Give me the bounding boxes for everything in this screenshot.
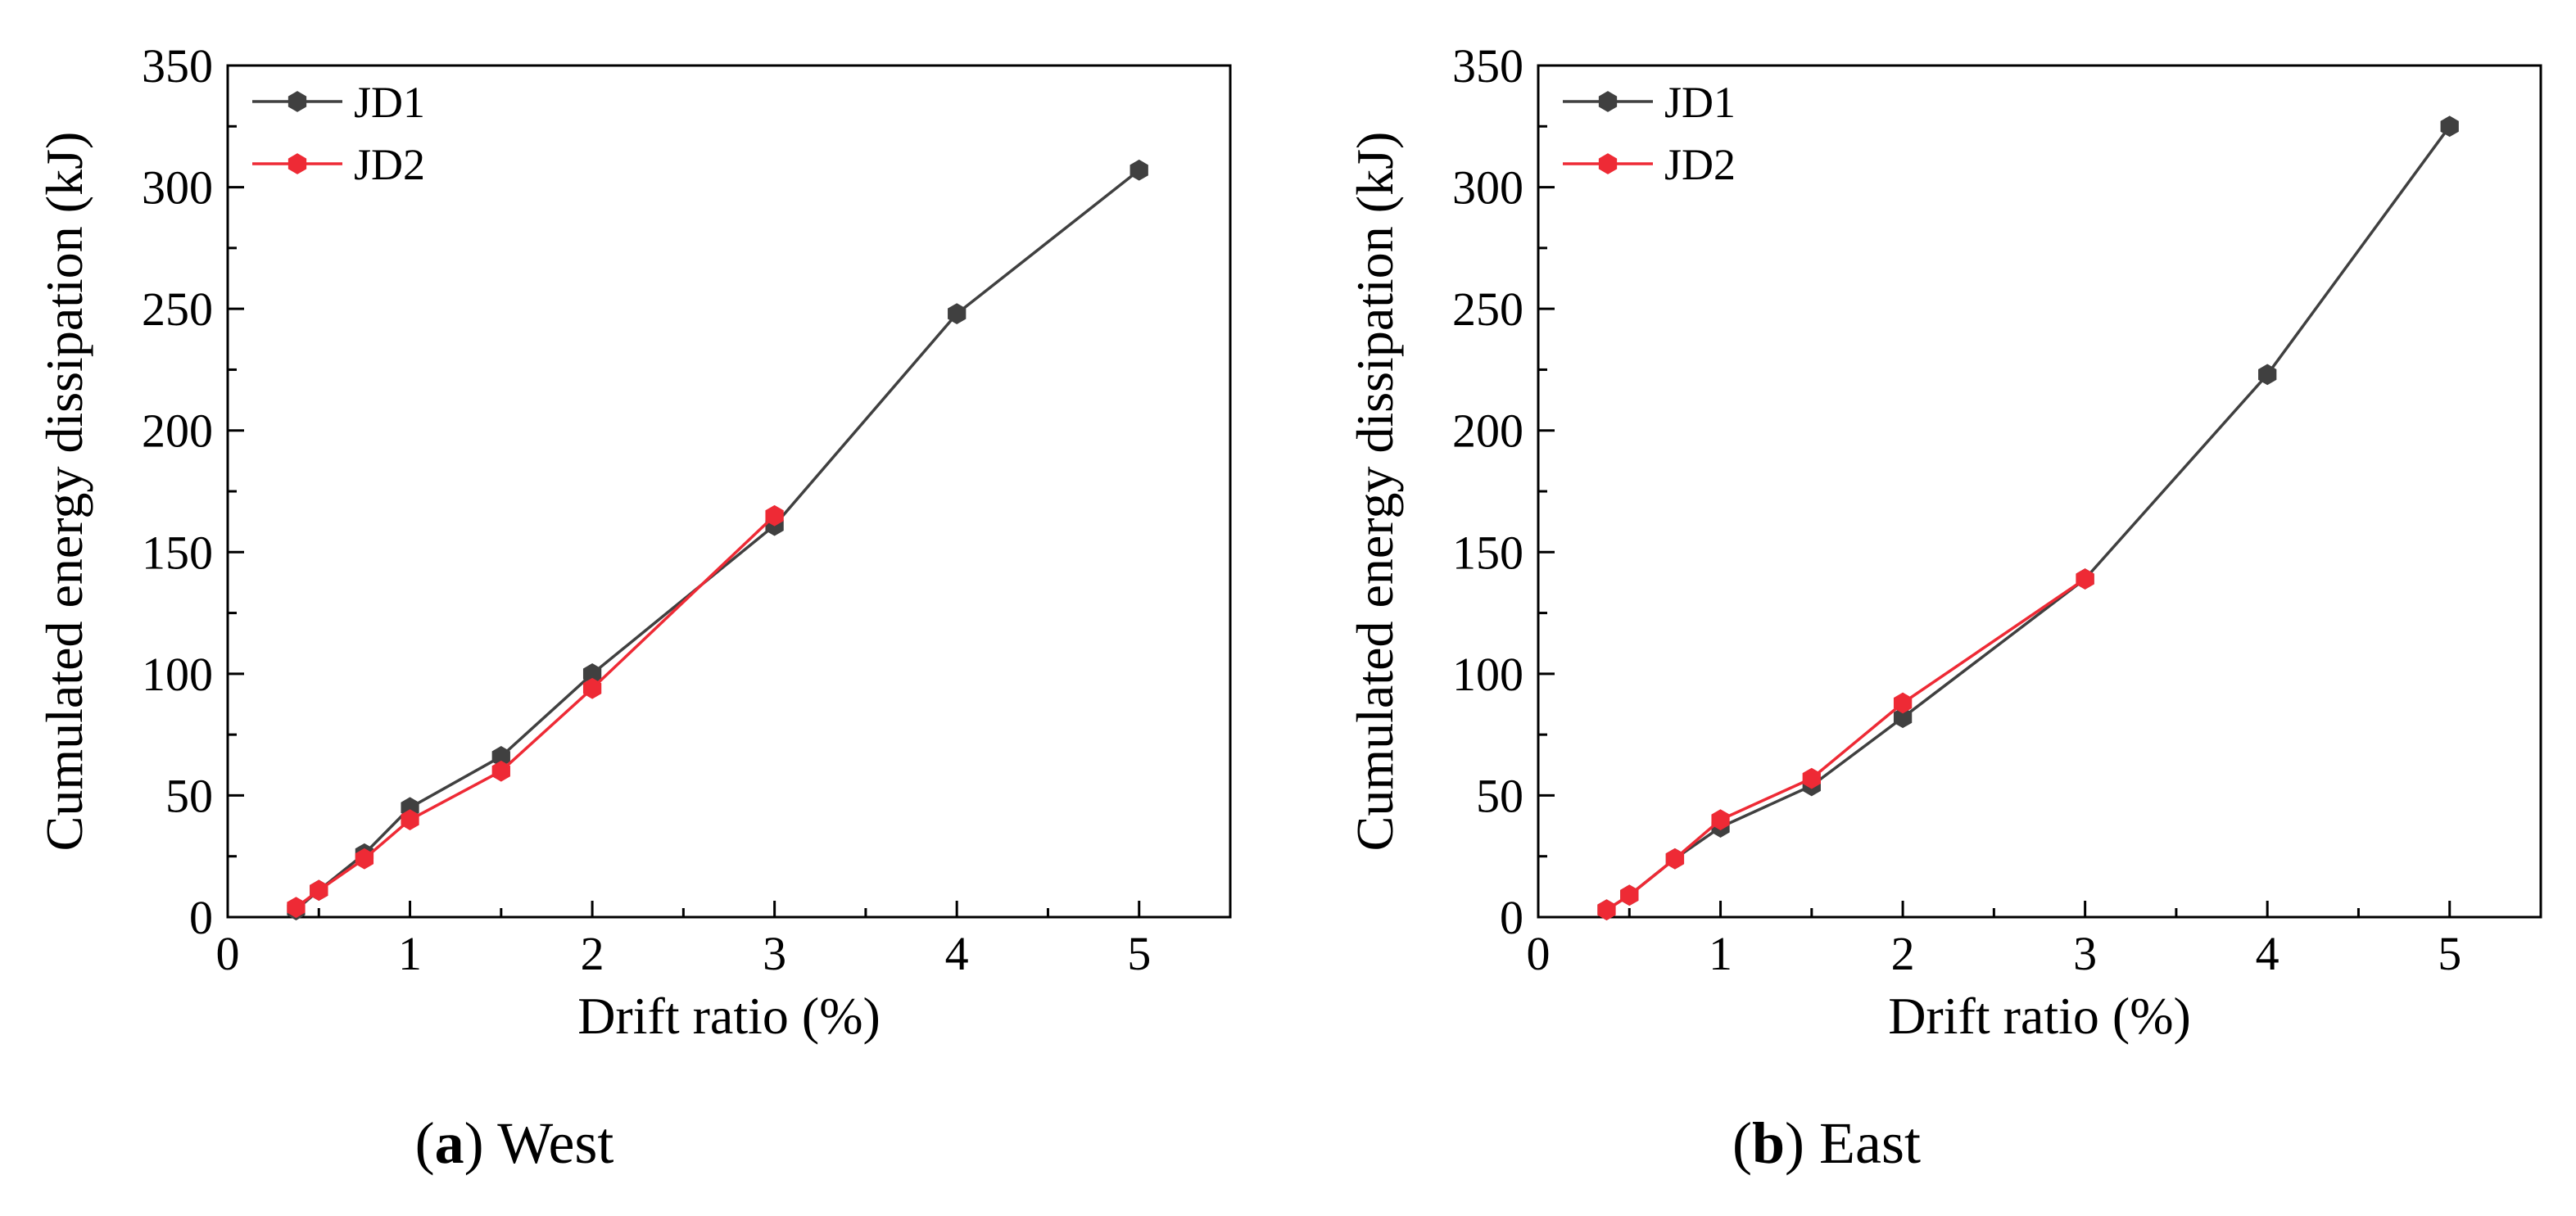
plot-frame [226,64,1232,919]
data-point-jd2 [765,504,784,527]
legend-marker-jd2 [287,153,307,174]
legend-marker-jd2 [1598,153,1618,174]
y-tick-label: 200 [142,405,213,458]
y-tick-label: 200 [1452,405,1523,458]
legend-label-jd1: JD1 [354,78,425,127]
data-point-jd1 [2258,364,2277,386]
x-axis-title: Drift ratio (%) [577,987,881,1045]
x-tick-label: 1 [1709,927,1732,980]
y-tick-label: 50 [1476,769,1523,822]
caption-prefix: ( [415,1110,435,1176]
caption-suffix: ) [464,1110,498,1176]
y-tick-label: 0 [1500,891,1523,944]
caption-letter: b [1752,1110,1785,1176]
data-point-jd2 [310,879,328,902]
x-tick-label: 5 [2438,927,2461,980]
x-tick-label: 5 [1127,927,1151,980]
data-point-jd2 [1620,884,1639,906]
data-point-jd2 [1802,767,1821,789]
x-tick-label: 4 [945,927,969,980]
x-axis-title: Drift ratio (%) [1888,987,2191,1045]
chart-panel-east: 0 50 100 150 200 250 300 350 0 1 2 3 4 5 Drift ratio (… [1346,39,2542,1045]
data-point-jd2 [2076,568,2094,590]
data-point-jd2 [491,760,510,782]
legend-label-jd2: JD2 [1664,140,1736,189]
y-tick-label: 350 [142,39,213,93]
series-line-jd1 [1605,125,2452,911]
data-point-jd1 [1130,159,1148,181]
y-tick-label: 250 [1452,283,1523,336]
y-tick-label: 300 [142,161,213,215]
x-tick-label: 4 [2256,927,2279,980]
data-point-jd2 [287,897,306,918]
data-point-jd2 [1665,848,1685,870]
plot-frame [1537,64,2542,919]
legend-label-jd2: JD2 [354,140,425,189]
y-tick-label: 100 [142,648,213,701]
caption-prefix: ( [1732,1110,1752,1176]
data-point-jd1 [2440,115,2459,138]
caption-text: East [1819,1110,1921,1176]
legend-marker-jd1 [1598,91,1618,112]
caption-east: (b) East [1732,1110,1921,1176]
chart-panel-west: 0 50 100 150 200 250 300 350 0 1 2 3 4 5 Drift ratio (… [35,39,1232,1045]
x-tick-label: 2 [1891,927,1915,980]
x-tick-label: 0 [1527,927,1551,980]
x-tick-label: 3 [763,927,786,980]
x-tick-label: 2 [581,927,604,980]
data-point-jd1 [948,303,967,324]
data-point-jd2 [401,809,419,830]
data-point-jd2 [1597,899,1616,920]
caption-west: (a) West [415,1110,614,1176]
y-tick-label: 300 [1452,161,1523,215]
y-tick-label: 100 [1452,648,1523,701]
data-point-jd2 [355,848,374,870]
data-point-jd2 [1711,809,1730,830]
series-line-jd1 [295,169,1140,911]
y-axis-title: Cumulated energy dissipation (kJ) [1346,132,1404,852]
y-tick-label: 350 [1452,39,1523,93]
data-point-jd2 [582,677,602,699]
y-tick-label: 0 [189,891,213,944]
y-tick-label: 150 [1452,526,1523,579]
caption-text: West [497,1110,613,1176]
legend-marker-jd1 [287,91,307,112]
x-tick-label: 1 [398,927,422,980]
data-point-jd1 [1893,707,1913,729]
y-axis-title: Cumulated energy dissipation (kJ) [35,132,93,852]
x-tick-label: 0 [216,927,240,980]
y-tick-label: 50 [165,769,213,822]
caption-letter: a [435,1110,464,1176]
data-point-jd2 [1893,692,1913,714]
y-tick-label: 150 [142,526,213,579]
y-tick-label: 250 [142,283,213,336]
caption-suffix: ) [1785,1110,1819,1176]
x-tick-label: 3 [2073,927,2097,980]
legend-label-jd1: JD1 [1664,78,1736,127]
